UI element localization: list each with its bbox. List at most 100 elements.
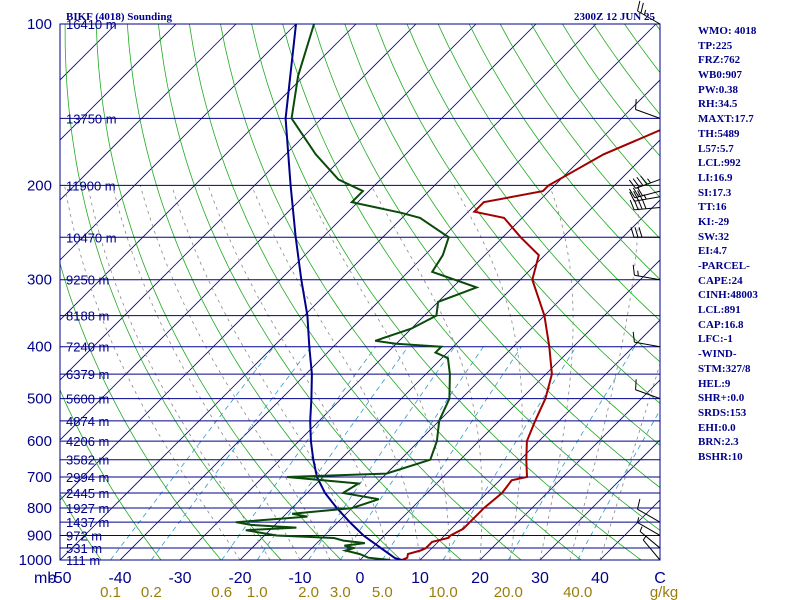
pressure-tick-label: 900 (27, 528, 52, 545)
mixing-ratio-tick-label: 3.0 (330, 584, 351, 600)
index-item: -WIND- (698, 348, 737, 361)
index-item: CINH:48003 (698, 289, 758, 302)
height-label: 9250 m (66, 273, 109, 288)
mixing-ratio-line (577, 409, 660, 560)
temperature-tick-label: -30 (168, 570, 191, 587)
pressure-tick-label: 200 (27, 177, 52, 194)
wind-barb (628, 175, 661, 189)
index-item: BRN:2.3 (698, 436, 739, 449)
index-item: -PARCEL- (698, 260, 750, 272)
index-item: WMO: 4018 (698, 25, 757, 37)
mixing-ratio-tick-label: 0.2 (141, 584, 162, 600)
height-label: 111 m (66, 553, 100, 568)
isotherm-line (179, 79, 660, 560)
isotherm-line (60, 24, 237, 201)
height-label: 16410 m (66, 17, 117, 32)
index-item: HEL:9 (698, 377, 731, 390)
isotherm-line (60, 24, 417, 381)
wind-barb (630, 227, 660, 238)
indices-panel: WMO: 4018 TP:225 FRZ:762 WB0:907 PW:0.38 RH:3… (698, 24, 798, 465)
height-label: 972 m (66, 529, 102, 544)
wind-barb (632, 264, 661, 281)
temperature-tick-label: 40 (591, 570, 609, 587)
height-label: 1927 m (66, 501, 109, 516)
index-item: SW:32 (698, 230, 730, 243)
isotherm-line (359, 259, 660, 560)
title-station: BIKF (4018) Sounding (66, 11, 172, 23)
height-label: 13750 m (66, 111, 117, 126)
wind-barb (636, 0, 661, 25)
index-item: EI:4.7 (698, 245, 728, 258)
moist-adiabat-line (251, 185, 421, 560)
height-label: 11900 m (66, 178, 116, 193)
mixing-ratio-tick-label: 5.0 (372, 584, 393, 600)
wind-barb (635, 99, 661, 119)
wind-barb (629, 198, 661, 211)
temperature-tick-label: 20 (471, 570, 489, 587)
index-item: RH:34.5 (698, 98, 738, 111)
mixing-ratio-tick-label: 40.0 (563, 584, 592, 600)
pressure-tick-label: 1000 (19, 552, 52, 569)
temperature-tick-label: 10 (411, 570, 429, 587)
height-label: 4206 m (66, 434, 109, 449)
index-item: FRZ:762 (698, 54, 741, 67)
temperature-axis-unit: C (654, 570, 666, 587)
temperature-tick-label: 0 (356, 570, 365, 587)
pressure-tick-label: 600 (27, 433, 52, 450)
dry-adiabat-line (189, 24, 522, 560)
index-item: SRDS:153 (698, 406, 747, 419)
index-item: TH:5489 (698, 127, 740, 140)
dry-adiabat-line (126, 24, 402, 560)
height-label: 531 m (66, 541, 102, 556)
isotherm-line (60, 24, 177, 141)
index-item: MAXT:17.7 (698, 113, 754, 126)
height-label: 3582 m (66, 453, 109, 468)
wind-barb (635, 379, 661, 400)
index-item: EHI:0.0 (698, 421, 736, 434)
mixing-ratio-tick-label: 2.0 (298, 584, 319, 600)
moist-adiabat-line (599, 362, 660, 560)
index-item: LCL:891 (698, 304, 741, 317)
temperature-tick-label: -50 (48, 570, 71, 587)
index-item: LFC:-1 (698, 333, 733, 346)
height-label: 4874 m (66, 414, 109, 429)
isotherm-line (479, 379, 660, 560)
temperature-tick-label: -40 (108, 570, 131, 587)
isotherm-line (299, 199, 660, 560)
height-label: 10470 m (66, 230, 117, 245)
moist-adiabat-line (569, 185, 640, 560)
temperature-profile (401, 129, 660, 560)
title-time: 2300Z 12 JUN 25 (574, 11, 655, 23)
index-item: WB0:907 (698, 69, 742, 82)
mixing-ratio-tick-label: 20.0 (494, 584, 523, 600)
sounding-profiles (235, 24, 660, 560)
height-label: 5600 m (66, 392, 109, 407)
moist-adiabat-line (539, 185, 574, 560)
isotherm-line (119, 24, 657, 560)
isotherm-line (239, 139, 660, 560)
mixing-ratio-tick-label: 10.0 (428, 584, 457, 600)
isotherm-line (60, 24, 537, 501)
mixing-ratio-tick-label: 0.6 (211, 584, 232, 600)
index-item: CAPE:24 (698, 274, 743, 287)
isotherm-line (539, 439, 660, 560)
mixing-ratio-axis-unit: g/kg (650, 584, 678, 600)
wind-barb (636, 498, 661, 523)
height-label: 2994 m (66, 470, 109, 485)
wind-barb (628, 186, 661, 199)
wind-barb (632, 331, 661, 348)
height-label: 7240 m (66, 340, 109, 355)
moist-adiabat-line (112, 185, 301, 560)
index-item: STM:327/8 (698, 362, 751, 375)
pressure-tick-label: 400 (27, 339, 52, 356)
index-item: SI:17.3 (698, 186, 732, 199)
pressure-tick-label: 700 (27, 469, 52, 486)
temperature-tick-label: -20 (228, 570, 251, 587)
height-label: 6379 m (66, 367, 109, 382)
pressure-tick-label: 100 (27, 16, 52, 33)
wind-barbs (628, 0, 661, 561)
index-item: LI:16.9 (698, 171, 733, 184)
mixing-ratio-tick-label: 1.0 (247, 584, 268, 600)
